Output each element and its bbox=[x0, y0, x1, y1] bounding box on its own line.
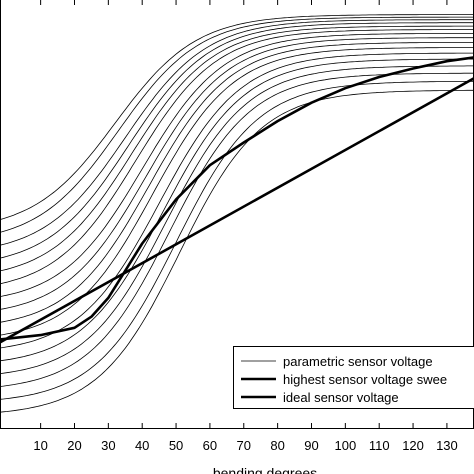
x-tick-label: 30 bbox=[101, 438, 115, 453]
x-tick-label: 130 bbox=[436, 438, 458, 453]
x-tick-label: 70 bbox=[237, 438, 251, 453]
highest-sweep-curve bbox=[0, 56, 474, 341]
parametric-curve bbox=[0, 33, 474, 297]
x-tick-label: 110 bbox=[369, 438, 390, 453]
legend: parametric sensor voltage highest sensor… bbox=[233, 346, 474, 409]
parametric-curve bbox=[0, 16, 474, 233]
parametric-curve bbox=[0, 89, 474, 413]
legend-label-ideal: ideal sensor voltage bbox=[283, 390, 399, 405]
legend-label-highest: highest sensor voltage swee bbox=[283, 372, 447, 387]
parametric-curve bbox=[0, 52, 474, 349]
x-tick-label: 100 bbox=[334, 438, 356, 453]
x-axis: 10 20 30 40 50 60 70 80 90 100 110 120 130 bbox=[33, 0, 458, 453]
parametric-curve bbox=[0, 37, 474, 310]
parametric-curve bbox=[0, 25, 474, 272]
parametric-curve bbox=[0, 58, 474, 362]
x-tick-label: 90 bbox=[304, 438, 318, 453]
x-tick-label: 60 bbox=[203, 438, 217, 453]
parametric-curve bbox=[0, 47, 474, 336]
parametric-curve bbox=[0, 22, 474, 259]
parametric-curve bbox=[0, 19, 474, 246]
x-tick-label: 120 bbox=[402, 438, 424, 453]
x-axis-label: bending degrees bbox=[213, 465, 317, 474]
x-tick-label: 20 bbox=[67, 438, 81, 453]
parametric-curve bbox=[0, 65, 474, 374]
x-tick-label: 50 bbox=[169, 438, 183, 453]
main-series bbox=[0, 56, 474, 344]
parametric-curve bbox=[0, 72, 474, 387]
parametric-curve bbox=[0, 42, 474, 323]
x-tick-label: 10 bbox=[33, 438, 47, 453]
x-tick-label: 40 bbox=[135, 438, 149, 453]
parametric-curve bbox=[0, 29, 474, 285]
legend-label-parametric: parametric sensor voltage bbox=[283, 354, 433, 369]
parametric-curve bbox=[0, 80, 474, 400]
x-tick-label: 80 bbox=[270, 438, 284, 453]
ideal-voltage-line bbox=[0, 77, 474, 344]
parametric-curve bbox=[0, 14, 474, 220]
